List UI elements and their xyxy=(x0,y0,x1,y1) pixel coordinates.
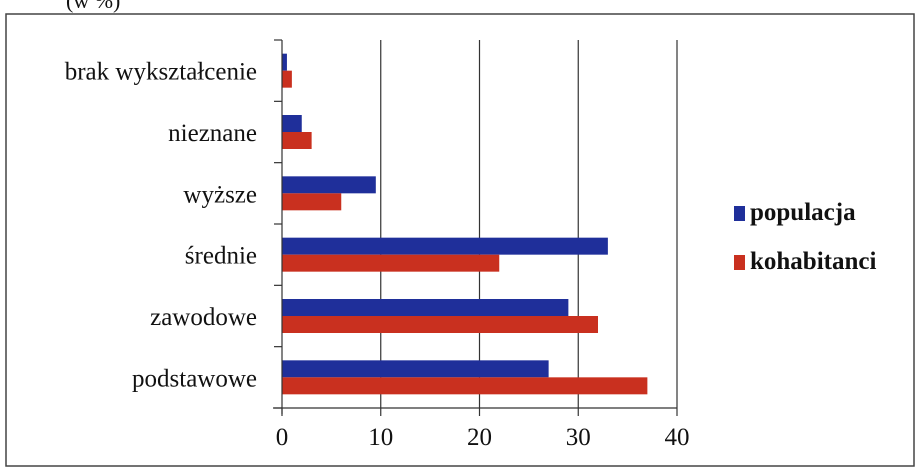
legend: populacja kohabitanci xyxy=(734,199,876,275)
bar-populacja-2 xyxy=(282,237,608,255)
category-label-1: zawodowe xyxy=(150,304,257,331)
bar-populacja-0 xyxy=(282,360,549,378)
category-label-0: podstawowe xyxy=(132,365,257,392)
category-label-2: średnie xyxy=(185,243,257,270)
bar-populacja-5 xyxy=(282,53,287,71)
axes xyxy=(273,39,678,416)
category-label-5: brak wykształcenie xyxy=(65,59,257,86)
bar-populacja-3 xyxy=(282,176,376,194)
bar-kohabitanci-5 xyxy=(282,70,292,88)
legend-swatch-populacja xyxy=(734,206,745,221)
bar-kohabitanci-1 xyxy=(282,316,598,333)
bar-populacja-4 xyxy=(282,115,302,132)
chart-frame xyxy=(5,13,915,467)
labels: (w %) 0 10 20 30 40 podstawowe zawodowe średnie w… xyxy=(65,0,690,451)
x-tick-label-0: 0 xyxy=(276,424,289,451)
x-tick-label-30: 30 xyxy=(566,424,591,451)
legend-swatch-kohabitanci xyxy=(734,255,745,270)
x-tick-label-40: 40 xyxy=(665,424,690,451)
category-label-4: nieznane xyxy=(168,120,257,147)
bar-kohabitanci-2 xyxy=(282,254,500,272)
bars xyxy=(282,53,648,395)
bar-kohabitanci-0 xyxy=(282,377,648,395)
bar-populacja-1 xyxy=(282,299,569,316)
legend-label-populacja: populacja xyxy=(750,199,856,226)
bar-kohabitanci-3 xyxy=(282,193,342,211)
bar-kohabitanci-4 xyxy=(282,132,312,149)
axis-unit-label: (w %) xyxy=(66,0,120,13)
x-tick-label-10: 10 xyxy=(368,424,393,451)
category-label-3: wyższe xyxy=(183,181,257,208)
legend-label-kohabitanci: kohabitanci xyxy=(750,248,876,275)
grid-lines xyxy=(380,40,678,408)
x-tick-label-20: 20 xyxy=(467,424,492,451)
